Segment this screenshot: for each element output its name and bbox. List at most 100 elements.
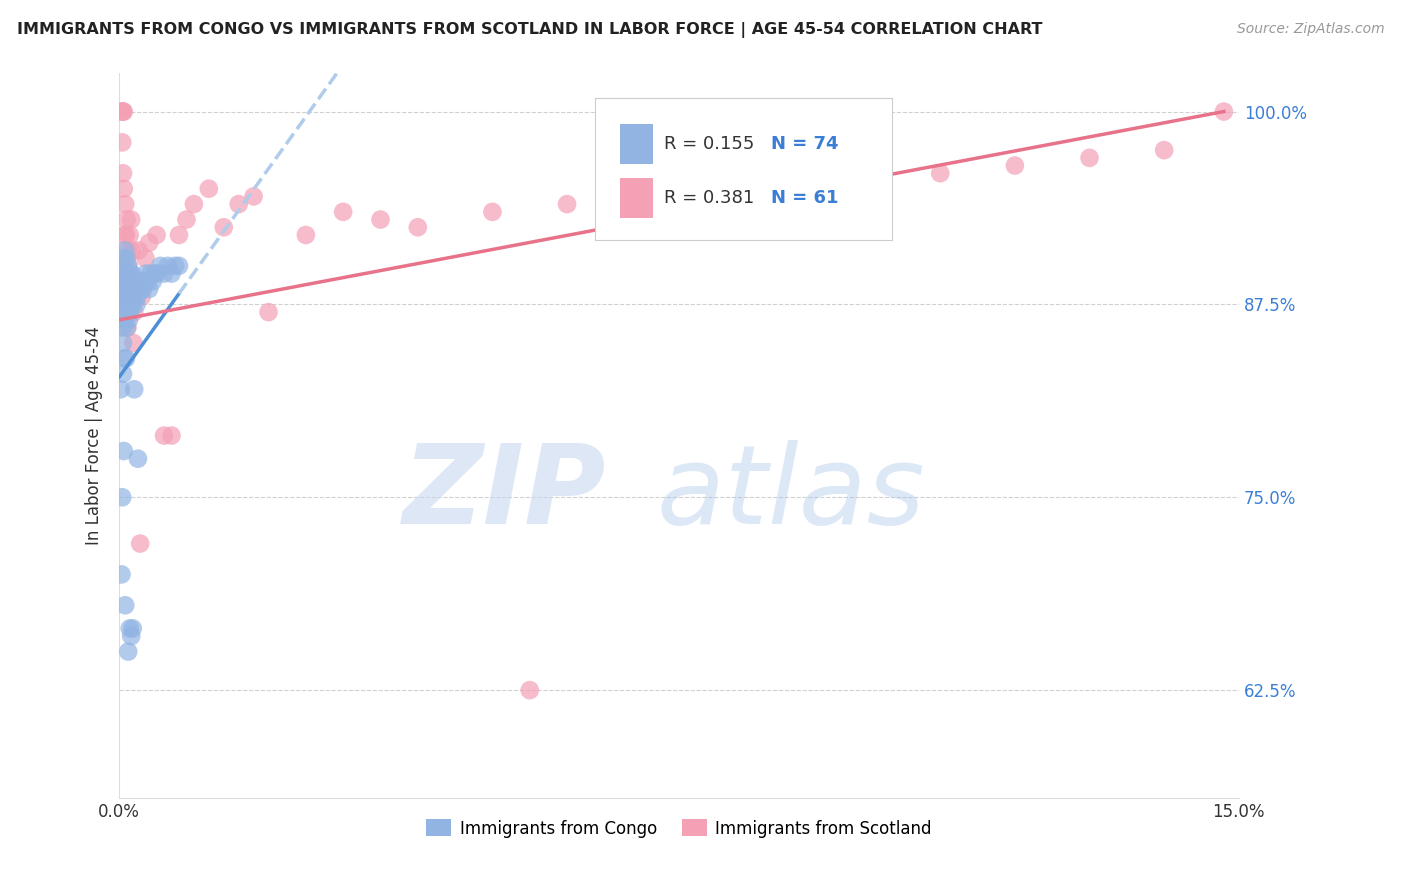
Point [134,274,156,288]
Text: Source: ZipAtlas.com: Source: ZipAtlas.com [1237,22,1385,37]
Point [114,313,136,327]
Point [129,536,152,550]
Point [111,367,134,381]
Point [142,274,165,288]
Point [118,227,141,242]
Point [114,259,136,273]
Point [127,290,149,304]
Point [115,297,138,311]
Point [780,174,803,188]
Point [131,290,153,304]
Point [257,305,280,319]
Point [128,282,150,296]
Point [111,136,134,150]
Point [112,305,135,319]
Text: atlas: atlas [657,440,925,547]
Y-axis label: In Labor Force | Age 45-54: In Labor Force | Age 45-54 [86,326,103,545]
Point [1212,104,1234,119]
Text: IMMIGRANTS FROM CONGO VS IMMIGRANTS FROM SCOTLAND IN LABOR FORCE | AGE 45-54 COR: IMMIGRANTS FROM CONGO VS IMMIGRANTS FROM… [17,22,1042,38]
Point [153,267,176,281]
Point [1078,151,1101,165]
Point [114,197,136,211]
Point [153,428,176,442]
Point [114,305,136,319]
Point [115,274,138,288]
Point [118,313,141,327]
Point [120,212,142,227]
Point [118,305,141,319]
Point [114,351,136,366]
Point [124,282,146,296]
Point [143,267,166,281]
Point [114,282,136,296]
Point [111,166,134,180]
Point [122,274,145,288]
Point [167,259,190,273]
Point [110,104,132,119]
Point [111,336,134,351]
Point [114,244,136,258]
Text: R = 0.155: R = 0.155 [665,135,755,153]
Point [855,182,877,196]
Point [125,297,148,311]
Point [160,267,183,281]
Point [114,599,136,613]
Point [332,204,354,219]
Point [118,267,141,281]
Point [704,182,727,196]
Point [134,251,156,265]
Point [117,259,139,273]
Point [117,244,139,258]
Point [165,259,187,273]
Point [121,267,143,281]
Point [112,104,135,119]
Point [112,182,135,196]
Point [145,227,167,242]
Point [156,259,179,273]
Point [114,251,136,265]
Point [145,267,167,281]
Point [122,305,145,319]
Point [115,227,138,242]
Point [115,274,138,288]
Point [115,320,138,334]
Point [117,644,139,658]
Point [120,290,142,304]
Point [132,282,155,296]
Point [519,683,541,698]
Point [115,251,138,265]
Point [481,204,503,219]
Point [176,212,198,227]
Point [121,622,143,636]
Point [160,428,183,442]
Point [111,490,134,504]
Point [121,274,143,288]
Point [122,282,145,296]
Point [129,282,152,296]
Point [111,104,134,119]
Point [128,244,150,258]
Point [115,212,138,227]
Point [183,197,205,211]
Point [114,274,136,288]
Bar [620,178,654,218]
Point [127,451,149,466]
Point [115,267,138,281]
Point [212,220,235,235]
Point [115,305,138,319]
Point [198,182,221,196]
Point [118,290,141,304]
Point [136,274,159,288]
Point [295,227,318,242]
FancyBboxPatch shape [595,98,891,240]
Point [406,220,429,235]
Point [125,290,148,304]
Point [929,166,952,180]
Point [139,267,162,281]
Text: ZIP: ZIP [402,440,606,547]
Point [127,282,149,296]
Text: N = 74: N = 74 [770,135,838,153]
Point [131,274,153,288]
Point [110,282,132,296]
Point [138,282,160,296]
